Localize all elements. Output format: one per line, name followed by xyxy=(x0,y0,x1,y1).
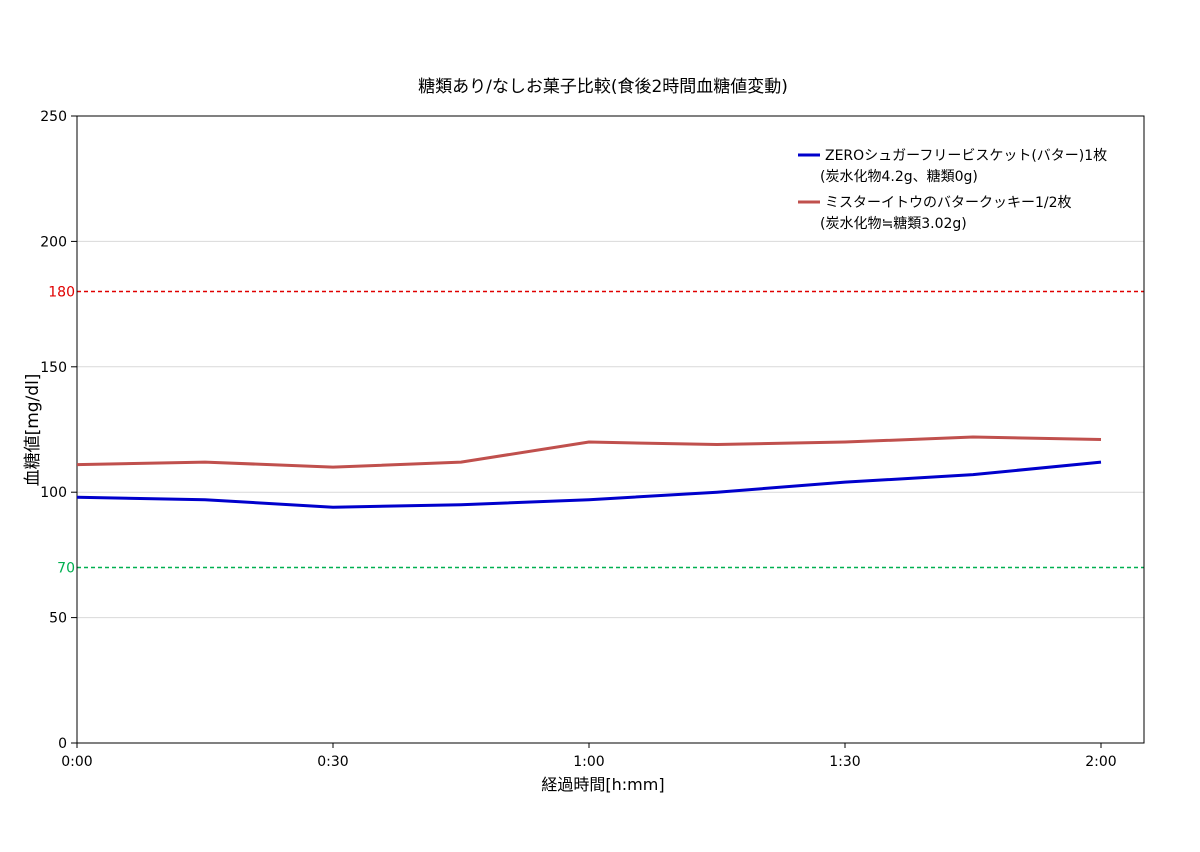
legend-sublabel-1: (炭水化物4.2g、糖類0g) xyxy=(820,169,978,185)
axes: 0 50 100 150 200 250 0:00 0:30 1:00 1:30 2:00 xyxy=(40,109,1116,770)
y-tick-label: 150 xyxy=(40,360,67,376)
x-tick-label: 1:00 xyxy=(573,754,604,770)
legend-label-2: ミスターイトウのバタークッキー1/2枚 xyxy=(825,195,1072,211)
x-tick-label: 1:30 xyxy=(829,754,860,770)
legend-sublabel-2: (炭水化物≒糖類3.02g) xyxy=(820,216,967,232)
series-line-1 xyxy=(76,460,1102,509)
plot-area-border xyxy=(76,115,1145,744)
x-axis-label: 経過時間[h:mm] xyxy=(541,775,664,794)
reference-line-label: 180 xyxy=(48,285,75,301)
y-tick-label: 200 xyxy=(40,234,67,250)
y-tick-label: 250 xyxy=(40,109,67,125)
y-tick-label: 0 xyxy=(58,736,67,752)
x-tick-label: 2:00 xyxy=(1085,754,1116,770)
y-tick-label: 50 xyxy=(49,611,67,627)
y-axis-label: 血糖値[mg/dl] xyxy=(23,374,43,487)
legend: ZEROシュガーフリービスケット(バター)1枚 (炭水化物4.2g、糖類0g) ミス… xyxy=(798,148,1107,232)
grid-lines xyxy=(77,240,1144,619)
x-tick-label: 0:30 xyxy=(317,754,348,770)
legend-label-1: ZEROシュガーフリービスケット(バター)1枚 xyxy=(825,148,1107,164)
series-line-2 xyxy=(76,435,1102,469)
x-tick-label: 0:00 xyxy=(61,754,92,770)
reference-lines: 180 70 xyxy=(48,285,1144,576)
chart-title: 糖類あり/なしお菓子比較(食後2時間血糖値変動) xyxy=(418,77,788,97)
series-lines xyxy=(76,435,1102,509)
y-tick-label: 100 xyxy=(40,485,67,501)
reference-line-label: 70 xyxy=(57,560,75,576)
